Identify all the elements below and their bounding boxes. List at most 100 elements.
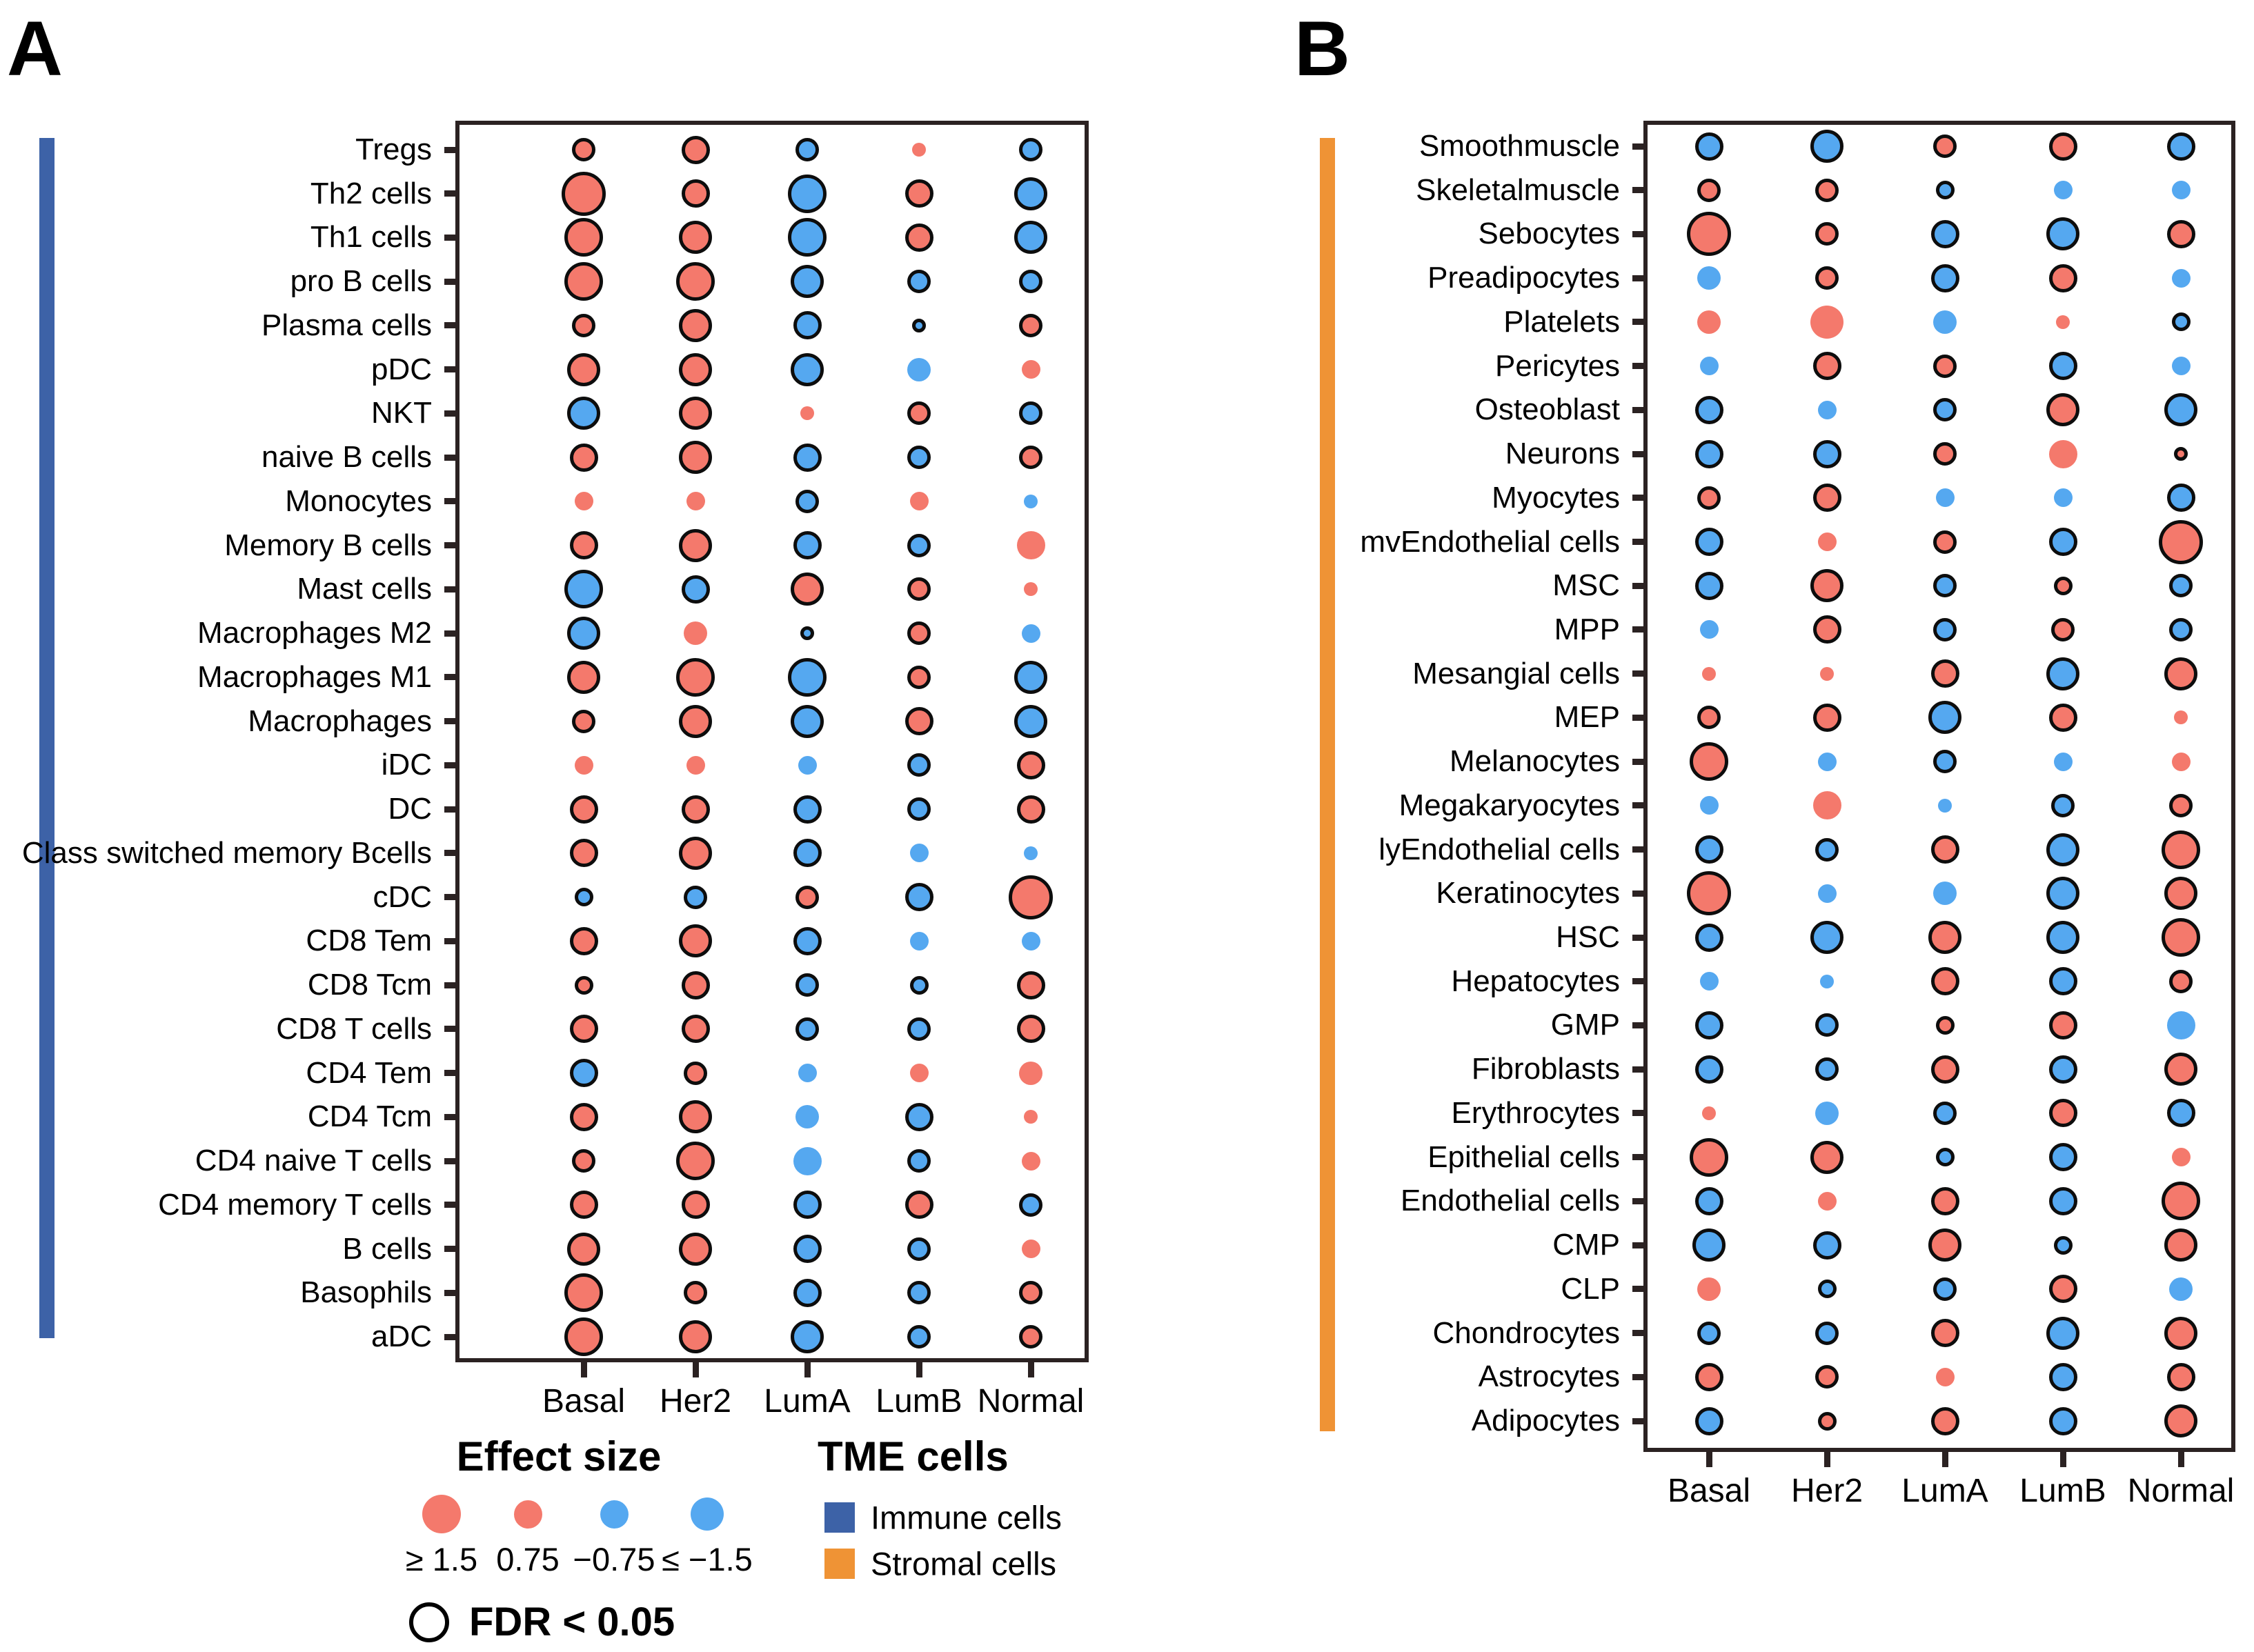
dot <box>2046 217 2079 251</box>
col-label: LumB <box>2019 1473 2106 1509</box>
dot <box>907 446 931 470</box>
row-label: Astrocytes <box>1478 1360 1620 1394</box>
row-label: Macrophages <box>248 704 432 738</box>
dot <box>1817 533 1837 552</box>
row-label: CD4 Tcm <box>307 1099 432 1134</box>
dot <box>2048 1099 2077 1128</box>
dot <box>1812 352 1841 381</box>
dot <box>1935 1367 1955 1386</box>
dot <box>2048 1011 2077 1039</box>
dot <box>1810 130 1843 163</box>
dot <box>2164 1053 2197 1086</box>
dot <box>1933 1101 1957 1125</box>
row-label: CD4 naive T cells <box>195 1144 432 1178</box>
dot <box>2048 967 2077 996</box>
row-label: Fibroblasts <box>1471 1052 1620 1086</box>
dot <box>2048 703 2077 732</box>
row-label: Keratinocytes <box>1436 876 1620 910</box>
effect-size-value-label: ≥ 1.5 <box>405 1541 478 1578</box>
dot <box>1019 1281 1042 1305</box>
dot <box>2174 447 2188 461</box>
row-tick-mark <box>1632 802 1645 809</box>
dot <box>1817 400 1837 419</box>
row-label: Neurons <box>1505 437 1620 471</box>
row-tick-mark <box>1632 582 1645 589</box>
dot <box>791 573 824 606</box>
dot <box>795 885 819 909</box>
dot <box>684 621 707 646</box>
dot <box>2166 1362 2195 1391</box>
dot <box>907 577 931 601</box>
dot <box>2048 528 2077 557</box>
dot <box>800 406 814 421</box>
row-tick-mark <box>444 718 457 725</box>
effect-size-circle-icon <box>513 1500 542 1529</box>
row-tick-mark <box>1632 143 1645 150</box>
dot <box>2166 484 2195 512</box>
row-tick-mark <box>1632 714 1645 721</box>
dot <box>793 926 822 955</box>
dot <box>791 265 824 299</box>
dot <box>907 1017 931 1041</box>
dot <box>574 755 593 775</box>
dot <box>791 352 824 386</box>
dot <box>907 401 931 426</box>
dot <box>1930 1055 1959 1084</box>
row-label: lyEndothelial cells <box>1378 832 1620 866</box>
row-tick-mark <box>444 586 457 593</box>
dot <box>1928 921 1961 955</box>
dot <box>1810 921 1843 955</box>
dot <box>791 704 824 738</box>
dot <box>2056 315 2070 329</box>
row-label: Myocytes <box>1492 480 1620 515</box>
dot <box>1815 178 1839 202</box>
dot <box>2171 312 2191 332</box>
row-label: mvEndothelial cells <box>1360 524 1620 559</box>
dot <box>2171 268 2191 288</box>
dot <box>569 795 598 824</box>
dot <box>1928 1228 1961 1262</box>
row-label: Erythrocytes <box>1451 1095 1620 1130</box>
col-label: LumB <box>876 1383 962 1420</box>
row-tick-mark <box>444 410 457 417</box>
dot <box>1016 971 1045 999</box>
row-label: HSC <box>1556 920 1620 955</box>
col-tick-mark <box>1706 1452 1712 1467</box>
dot <box>681 179 710 208</box>
dot <box>1697 706 1721 730</box>
dot <box>1815 1365 1839 1389</box>
effect-size-value-label: −0.75 <box>573 1541 655 1578</box>
row-label: GMP <box>1550 1008 1620 1042</box>
row-tick-mark <box>444 937 457 944</box>
row-tick-mark <box>444 1026 457 1033</box>
dot <box>1810 1140 1843 1174</box>
dot <box>907 1281 931 1305</box>
dot <box>788 218 827 257</box>
dot <box>793 1235 822 1264</box>
row-label: Class switched memory Bcells <box>21 835 432 870</box>
dot <box>1016 795 1045 824</box>
col-label: Normal <box>2127 1473 2235 1509</box>
row-tick-mark <box>1632 1242 1645 1248</box>
dot <box>795 1105 819 1129</box>
row-tick-mark <box>1632 1330 1645 1337</box>
dot <box>1690 742 1728 782</box>
row-tick-mark <box>1632 626 1645 633</box>
dot <box>1930 835 1959 864</box>
dot <box>676 1142 715 1181</box>
dot <box>681 135 710 164</box>
dot <box>793 1191 822 1220</box>
dot <box>2164 877 2197 910</box>
dot <box>1024 1110 1038 1124</box>
dot <box>1694 1362 1723 1391</box>
row-tick-mark <box>444 1333 457 1340</box>
dot <box>564 262 603 301</box>
dot <box>793 531 822 560</box>
dot <box>1815 266 1839 290</box>
dot <box>1687 871 1731 916</box>
dot <box>686 492 705 511</box>
dot <box>684 1061 707 1085</box>
dot <box>788 174 827 213</box>
row-label: Th1 cells <box>310 220 432 255</box>
dot <box>1820 974 1834 988</box>
